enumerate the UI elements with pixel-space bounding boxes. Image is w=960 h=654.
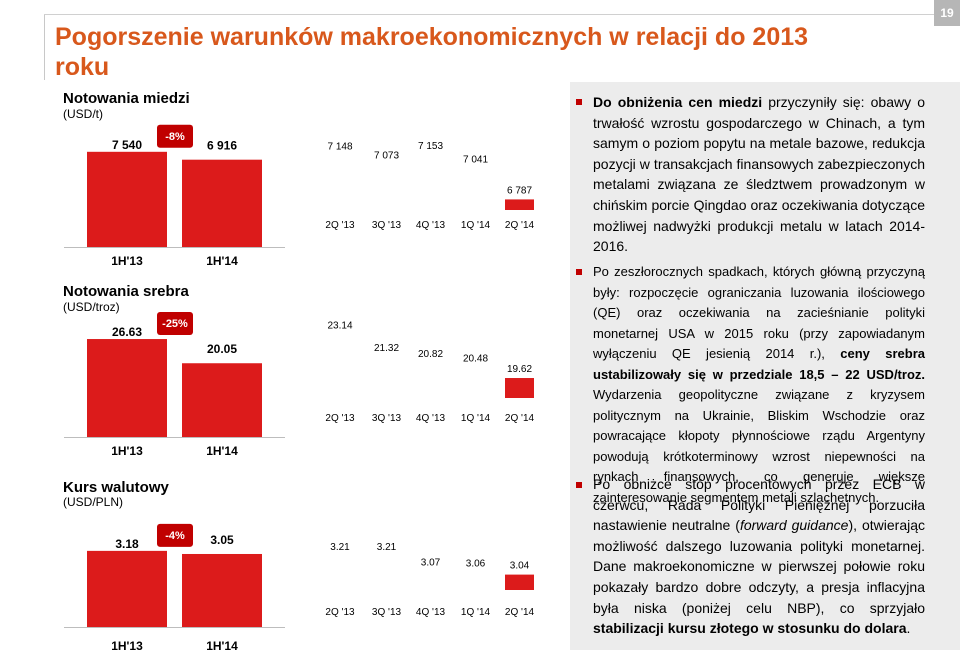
commentary-text-segment: Wydarzenia geopolityczne związane z kryz… xyxy=(593,387,925,505)
x-tick-label: 1H'14 xyxy=(206,639,238,653)
bar-value-label: 3.05 xyxy=(210,533,234,547)
x-tick-label: 1H'13 xyxy=(111,639,143,653)
x-tick-label: 2Q '14 xyxy=(505,607,535,618)
x-tick-label: 2Q '13 xyxy=(325,607,355,618)
change-label: -25% xyxy=(162,318,188,330)
x-tick-label: 3Q '13 xyxy=(372,220,402,231)
bar-value-label: 3.04 xyxy=(510,561,530,572)
x-tick-label: 3Q '13 xyxy=(372,607,402,618)
change-badge xyxy=(157,312,193,336)
commentary-panel xyxy=(570,82,960,650)
bar xyxy=(505,378,534,398)
page-title: Pogorszenie warunków makroekonomicznych … xyxy=(55,23,809,81)
header-divider-horizontal xyxy=(44,14,934,15)
commentary-text-segment: Do obniżenia cen miedzi xyxy=(593,94,763,110)
x-tick-label: 1H'14 xyxy=(206,254,238,268)
bar-value-label: 19.62 xyxy=(507,364,532,375)
x-tick-label: 1Q '14 xyxy=(461,220,491,231)
charts-area: Notowania miedzi(USD/t) 7 540 1H'13 6 916 1H… xyxy=(63,90,535,653)
bar-value-label: 20.82 xyxy=(418,349,443,360)
commentary-text-segment: przyczyniły się: obawy o trwałość wzrost… xyxy=(593,94,925,255)
chart-unit: (USD/troz) xyxy=(63,300,120,314)
title-divider-vertical xyxy=(44,14,45,80)
bar-value-label: 3.18 xyxy=(115,537,139,551)
page-number: 19 xyxy=(934,0,960,26)
copper-commentary: Do obniżenia cen miedzi przyczyniły się:… xyxy=(593,92,925,257)
x-tick-label: 2Q '14 xyxy=(505,220,535,231)
bullet-icon xyxy=(576,99,582,105)
commentary-text-segment: forward guidance xyxy=(739,517,849,534)
bar-value-label: 3.06 xyxy=(466,558,486,569)
bar-value-label: 20.48 xyxy=(463,353,488,364)
bar-value-label: 21.32 xyxy=(374,343,399,354)
bar-value-label: 7 041 xyxy=(463,155,488,166)
bar-value-label: 26.63 xyxy=(112,325,142,339)
commentary-text-segment: ceny srebra ustabilizowały się w przedzi… xyxy=(593,346,925,382)
bar-value-label: 20.05 xyxy=(207,342,237,356)
x-tick-label: 1H'14 xyxy=(206,444,238,458)
x-tick-label: 1H'13 xyxy=(111,254,143,268)
bar-value-label: 7 540 xyxy=(112,138,142,152)
bar xyxy=(182,159,262,247)
bar-value-label: 7 148 xyxy=(327,141,352,152)
bar-value-label: 6 787 xyxy=(507,185,532,196)
x-tick-label: 2Q '13 xyxy=(325,220,355,231)
x-tick-label: 2Q '14 xyxy=(505,413,535,424)
x-tick-label: 4Q '13 xyxy=(416,413,446,424)
x-tick-label: 3Q '13 xyxy=(372,413,402,424)
bullet-icon xyxy=(576,269,582,275)
chart-title: Notowania miedzi xyxy=(63,90,190,107)
bar xyxy=(87,339,167,437)
x-tick-label: 1Q '14 xyxy=(461,413,491,424)
chart-title: Notowania srebra xyxy=(63,283,190,300)
bar-value-label: 3.21 xyxy=(330,542,350,553)
silver-commentary: Po zeszłorocznych spadkach, których głów… xyxy=(593,262,925,508)
commentary-text-segment: Po zeszłorocznych spadkach, których głów… xyxy=(593,264,925,361)
bar-value-label: 7 153 xyxy=(418,141,443,152)
chart-unit: (USD/t) xyxy=(63,107,103,121)
bar-value-label: 23.14 xyxy=(327,321,352,332)
bullet-icon xyxy=(576,482,582,488)
commentary-text-segment: ), otwierając możliwość dalszego luzowan… xyxy=(593,517,925,616)
bar xyxy=(182,553,262,627)
x-tick-label: 2Q '13 xyxy=(325,413,355,424)
bar xyxy=(505,199,534,210)
fx-commentary: Po obniżce stóp procentowych przez ECB w… xyxy=(593,474,925,639)
chart-unit: (USD/PLN) xyxy=(63,495,123,509)
commentary-text-segment: . xyxy=(906,620,911,637)
bar-value-label: 3.21 xyxy=(377,542,397,553)
x-tick-label: 4Q '13 xyxy=(416,607,446,618)
chart-title: Kurs walutowy xyxy=(63,479,170,496)
x-tick-label: 1H'13 xyxy=(111,444,143,458)
bar xyxy=(87,151,167,247)
bar xyxy=(505,574,534,590)
commentary-text-segment: Po obniżce stóp procentowych przez ECB w… xyxy=(593,476,925,534)
change-label: -4% xyxy=(165,530,185,542)
change-badge xyxy=(157,523,193,547)
bar-value-label: 6 916 xyxy=(207,139,237,153)
change-label: -8% xyxy=(165,131,185,143)
bar xyxy=(87,550,167,627)
bar xyxy=(182,363,262,437)
bar-value-label: 7 073 xyxy=(374,151,399,162)
commentary-text-segment: stabilizacji kursu złotego w stosunku do… xyxy=(593,620,907,637)
change-badge xyxy=(157,124,193,148)
bar-value-label: 3.07 xyxy=(421,557,441,568)
x-tick-label: 4Q '13 xyxy=(416,220,446,231)
x-tick-label: 1Q '14 xyxy=(461,607,491,618)
